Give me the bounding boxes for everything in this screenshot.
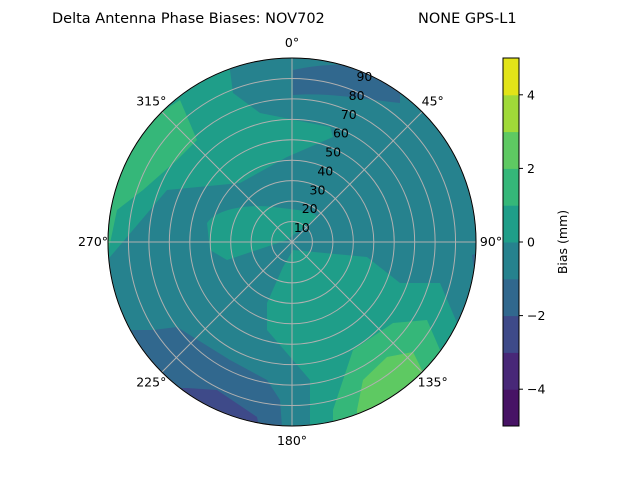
radial-tick-label: 70 bbox=[341, 107, 357, 122]
radial-tick-label: 80 bbox=[349, 88, 365, 103]
angle-label: 45° bbox=[422, 93, 444, 108]
angular-gridline bbox=[161, 111, 293, 243]
colorbar-tick-label: 4 bbox=[527, 87, 535, 102]
colorbar-tick-label: 0 bbox=[527, 235, 535, 250]
radial-tick-label: 50 bbox=[325, 145, 341, 160]
colorbar-band bbox=[503, 131, 519, 169]
radial-tick-label: 90 bbox=[356, 69, 372, 84]
polar-frame bbox=[107, 57, 477, 427]
angle-label: 315° bbox=[136, 93, 166, 108]
radial-tick-label: 40 bbox=[317, 163, 333, 178]
angle-label: 90° bbox=[480, 234, 502, 249]
chart-title-left: Delta Antenna Phase Biases: NOV702 bbox=[52, 11, 325, 27]
colorbar-band bbox=[503, 315, 519, 353]
radial-tick-label: 30 bbox=[310, 182, 326, 197]
angle-label: 225° bbox=[136, 375, 166, 390]
colorbar-band bbox=[503, 278, 519, 317]
colorbar-band bbox=[503, 352, 519, 390]
colorbar: −4 −2 0 2 4 bbox=[502, 57, 545, 427]
colorbar-band bbox=[503, 168, 519, 206]
colorbar-band bbox=[503, 58, 519, 96]
colorbar-label: Bias (mm) bbox=[555, 210, 570, 274]
colorbar-tick-label: −2 bbox=[527, 308, 545, 323]
angle-label: 0° bbox=[285, 35, 299, 50]
radial-labels: 10 20 30 40 50 60 70 80 90 bbox=[294, 69, 373, 235]
angle-label: 270° bbox=[78, 234, 108, 249]
polar-grid bbox=[107, 57, 477, 427]
radial-tick-label: 20 bbox=[302, 201, 318, 216]
angular-gridline bbox=[291, 241, 423, 373]
angle-labels: 0° 45° 90° 135° 180° 225° 270° 315° bbox=[78, 35, 502, 448]
angle-label: 135° bbox=[418, 375, 448, 390]
radial-tick-label: 10 bbox=[294, 220, 310, 235]
angular-gridline bbox=[291, 111, 423, 243]
angle-label: 180° bbox=[277, 433, 307, 448]
colorbar-band bbox=[503, 242, 519, 280]
colorbar-band bbox=[503, 94, 519, 133]
colorbar-band bbox=[503, 205, 519, 243]
colorbar-band bbox=[503, 389, 519, 427]
radial-tick-label: 60 bbox=[333, 126, 349, 141]
colorbar-tick-label: −4 bbox=[527, 382, 545, 397]
contour-region-8 bbox=[293, 58, 400, 103]
chart-title-right: NONE GPS-L1 bbox=[418, 11, 517, 27]
colorbar-tick-label: 2 bbox=[527, 161, 535, 176]
angular-gridline bbox=[161, 241, 293, 373]
